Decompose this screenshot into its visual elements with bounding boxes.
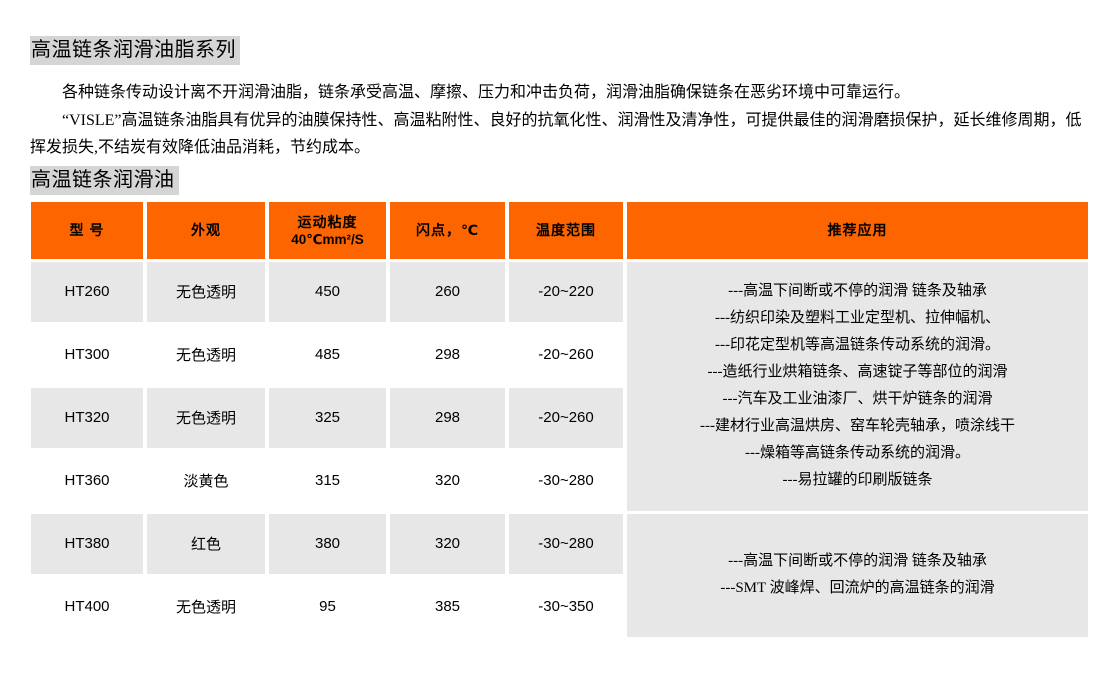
cell-appearance: 无色透明 [147,261,265,322]
header-applications: 推荐应用 [627,201,1088,259]
cell-temp-range: -30~350 [538,598,594,615]
cell-appearance: 无色透明 [147,387,265,448]
cell-viscosity: 325 [269,387,386,448]
table-row: HT320 无色透明 325 298 -20~260 [31,387,1088,448]
cell-temp-range: -30~280 [509,513,623,574]
cell-flash-point: 320 [434,472,461,489]
header-viscosity: 运动粘度 40℃mm²/S [269,201,386,259]
cell-model: HT400 [64,598,110,615]
cell-viscosity: 485 [314,346,341,363]
cell-model: HT260 [31,261,143,322]
cell-viscosity: 95 [319,598,336,615]
application-line: ---燥箱等高链条传动系统的润滑。 [745,445,970,461]
application-line: ---高温下间断或不停的润滑 链条及轴承 [728,553,987,569]
application-line: ---高温下间断或不停的润滑 链条及轴承 [728,283,987,299]
cell-model: HT360 [64,472,110,489]
header-temp-range: 温度范围 [509,201,623,259]
header-flash-point: 闪点，℃ [390,201,505,259]
table-row: HT400 无色透明 95 385 -30~350 [31,577,1088,637]
cell-appearance: 红色 [147,513,265,574]
title-row: 高温链条润滑油脂系列 [30,36,1088,65]
table-row: HT300 无色透明 485 298 -20~260 [31,325,1088,385]
application-line: ---印花定型机等高温链条传动系统的润滑。 [715,337,1000,353]
cell-viscosity: 315 [314,472,341,489]
table-row: HT260 无色透明 450 260 -20~220 ---高温下间断或不停的润… [31,261,1088,511]
cell-appearance: 无色透明 [175,348,236,364]
cell-temp-range: -30~280 [538,472,594,489]
application-line: ---造纸行业烘箱链条、高速锭子等部位的润滑 [707,364,1008,380]
product-spec-table: 型 号 外观 运动粘度 40℃mm²/S 闪点，℃ 温度范围 推荐应用 HT26… [27,198,1092,640]
header-model: 型 号 [31,201,143,259]
intro-paragraph-1: 各种链条传动设计离不开润滑油脂，链条承受高温、摩擦、压力和冲击负荷，润滑油脂确保… [62,84,911,101]
cell-appearance: 无色透明 [175,600,236,616]
cell-temp-range: -20~220 [509,261,623,322]
cell-flash-point: 260 [390,261,505,322]
application-line: ---汽车及工业油漆厂、烘干炉链条的润滑 [722,391,993,407]
cell-viscosity: 380 [269,513,386,574]
cell-flash-point: 385 [434,598,461,615]
page-title: 高温链条润滑油脂系列 [30,36,240,65]
header-appearance: 外观 [147,201,265,259]
header-viscosity-line1: 运动粘度 [297,214,358,230]
table-row: HT360 淡黄色 315 320 -30~280 [31,451,1088,511]
header-viscosity-line2: 40℃mm²/S [291,232,364,247]
cell-flash-point: 298 [390,387,505,448]
cell-flash-point: 320 [390,513,505,574]
application-line: ---SMT 波峰焊、回流炉的高温链条的润滑 [720,580,995,596]
cell-temp-range: -20~260 [538,346,594,363]
applications-cell-group1: ---高温下间断或不停的润滑 链条及轴承 ---纺织印染及塑料工业定型机、拉伸幅… [627,261,1088,511]
cell-flash-point: 298 [434,346,461,363]
intro-paragraph-2: “VISLE”高温链条油脂具有优异的油膜保持性、高温粘附性、良好的抗氧化性、润滑… [30,111,1082,157]
application-line: ---建材行业高温烘房、窑车轮壳轴承，喷涂线干 [700,418,1015,434]
cell-model: HT300 [64,346,110,363]
application-line: ---纺织印染及塑料工业定型机、拉伸幅机、 [715,310,1000,326]
applications-cell-group2: ---高温下间断或不停的润滑 链条及轴承 ---SMT 波峰焊、回流炉的高温链条… [627,513,1088,637]
cell-model: HT320 [31,387,143,448]
cell-model: HT380 [31,513,143,574]
table-row: HT380 红色 380 320 -30~280 ---高温下间断或不停的润滑 … [31,513,1088,637]
section-subtitle: 高温链条润滑油 [30,165,179,195]
table-header-row: 型 号 外观 运动粘度 40℃mm²/S 闪点，℃ 温度范围 推荐应用 [31,201,1088,259]
cell-viscosity: 450 [269,261,386,322]
cell-appearance: 淡黄色 [183,474,229,490]
cell-temp-range: -20~260 [509,387,623,448]
application-line: ---易拉罐的印刷版链条 [782,472,933,488]
subtitle-row: 高温链条润滑油 [30,165,1088,195]
